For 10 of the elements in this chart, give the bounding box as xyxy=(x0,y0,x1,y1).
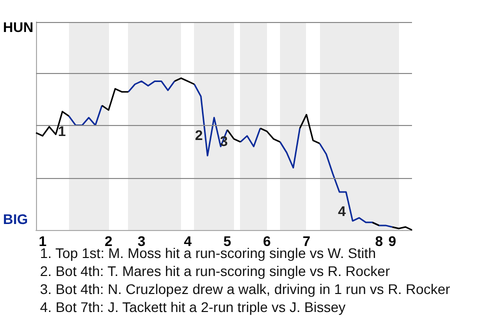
text: BIG xyxy=(3,211,28,227)
text: 3. Bot 4th: N. Cruzlopez drew a walk, driving in 1 run vs R. Rocker xyxy=(40,281,450,297)
x-tick-label: 9 xyxy=(388,233,396,249)
text: 4. Bot 7th: J. Tackett hit a 2-run triple vs J. Bissey xyxy=(40,299,346,315)
annotation: 2 xyxy=(195,127,203,143)
annotation: 4 xyxy=(338,203,346,219)
text: HUN xyxy=(3,19,34,35)
annotation: 1 xyxy=(58,123,66,139)
text: 2. Bot 4th: T. Mares hit a run-scoring single vs R. Rocker xyxy=(40,263,390,279)
x-tick-label: 8 xyxy=(375,233,384,249)
